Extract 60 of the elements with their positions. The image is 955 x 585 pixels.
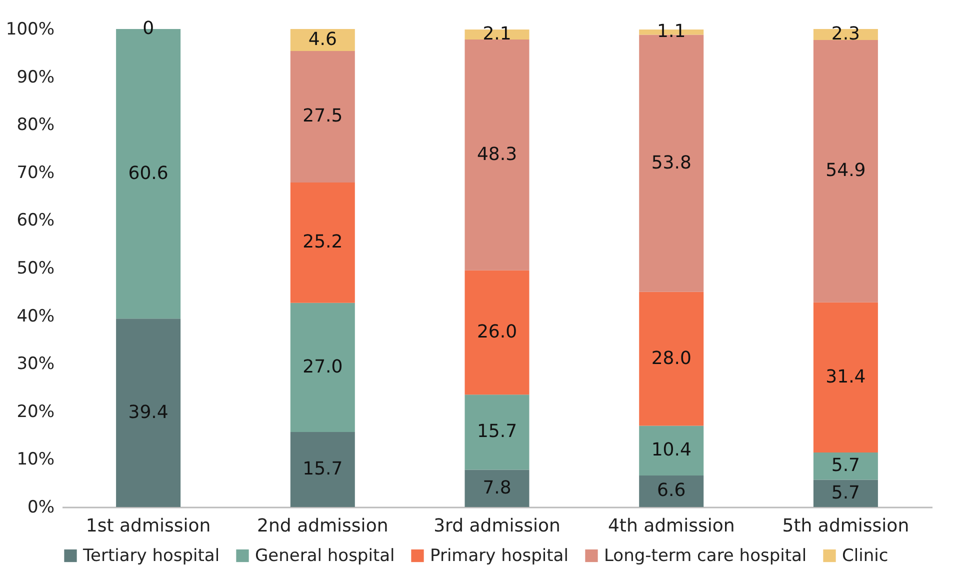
data-label: 28.0 xyxy=(651,348,692,369)
data-label: 60.6 xyxy=(128,162,168,184)
bar xyxy=(639,475,704,507)
y-tick-label: 50% xyxy=(16,258,54,278)
bar xyxy=(290,29,355,51)
data-label: 5.7 xyxy=(831,455,860,476)
bar xyxy=(639,426,704,476)
bar xyxy=(813,302,878,453)
bar xyxy=(464,470,530,507)
bar xyxy=(813,40,878,302)
data-label: 39.4 xyxy=(128,402,168,423)
bar xyxy=(813,452,878,480)
x-tick-label: 2nd admission xyxy=(257,516,388,536)
y-tick-label: 70% xyxy=(16,162,54,183)
legend-label: Clinic xyxy=(842,546,888,566)
data-label: 54.9 xyxy=(826,160,866,182)
data-label: 31.4 xyxy=(826,366,866,388)
x-tick-label: 1st admission xyxy=(86,516,211,536)
data-label: 15.7 xyxy=(476,421,518,442)
data-label: 48.3 xyxy=(476,144,518,165)
bar xyxy=(464,394,530,470)
x-tick-label: 5th admission xyxy=(782,516,910,536)
data-label: 2.1 xyxy=(482,23,512,44)
y-tick-label: 100% xyxy=(6,20,54,40)
bar xyxy=(116,318,181,507)
data-label: 2.3 xyxy=(831,23,860,44)
y-tick-label: 90% xyxy=(16,67,54,88)
x-tick-label: 3rd admission xyxy=(434,516,560,536)
y-tick-label: 10% xyxy=(16,450,54,470)
data-label: 10.4 xyxy=(651,440,692,461)
data-label: 0 xyxy=(142,18,154,39)
y-tick-label: 30% xyxy=(16,354,54,374)
data-label: 25.2 xyxy=(302,232,343,253)
data-label: 5.7 xyxy=(831,482,860,504)
bar xyxy=(290,50,355,182)
data-label: 6.6 xyxy=(657,480,686,502)
data-label: 27.5 xyxy=(302,106,343,127)
legend-label: Tertiary hospital xyxy=(82,546,220,566)
data-label: 27.0 xyxy=(302,356,343,378)
y-tick-label: 0% xyxy=(28,498,54,518)
data-label: 15.7 xyxy=(302,458,343,480)
bar xyxy=(464,40,530,270)
bar xyxy=(290,302,355,432)
bar xyxy=(813,480,878,507)
data-label: 53.8 xyxy=(651,152,692,174)
bar xyxy=(639,292,704,426)
data-label: 7.8 xyxy=(482,477,512,498)
bar xyxy=(290,182,355,303)
y-tick-label: 80% xyxy=(16,115,54,136)
y-tick-label: 40% xyxy=(16,306,54,326)
data-label: 26.0 xyxy=(476,322,518,343)
data-label: 4.6 xyxy=(308,28,337,50)
y-tick-label: 60% xyxy=(16,210,54,231)
bar xyxy=(464,270,530,395)
x-tick-label: 4th admission xyxy=(608,516,735,536)
legend-label: Primary hospital xyxy=(430,546,568,566)
legend-label: General hospital xyxy=(255,546,395,566)
bar xyxy=(290,432,355,507)
y-tick-label: 20% xyxy=(16,402,54,422)
legend-label: Long-term care hospital xyxy=(604,546,807,566)
